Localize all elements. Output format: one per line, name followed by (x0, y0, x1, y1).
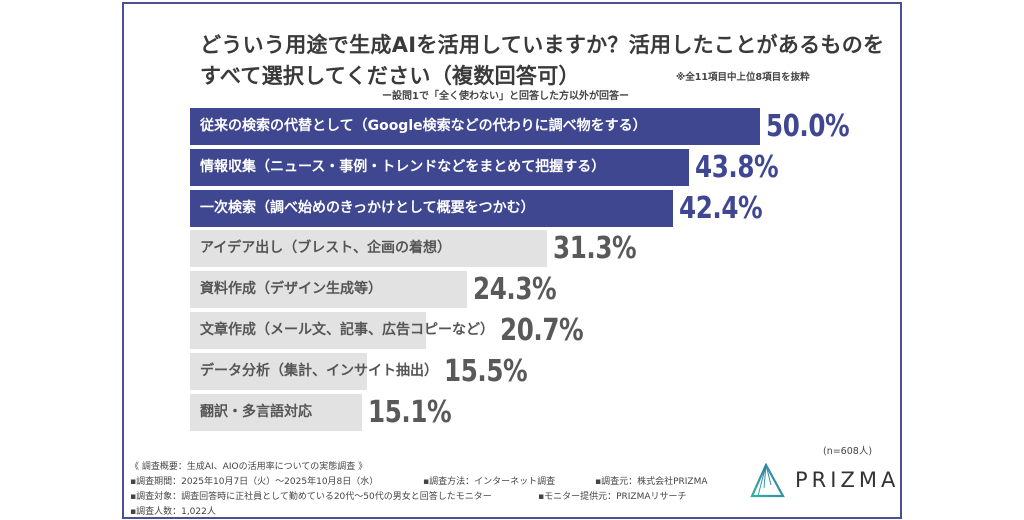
footer-overview: 《 調査概要：生成AI、AIOの活用率についての実態調査 》 (130, 462, 368, 472)
footer-method: ▪調査方法：インターネット調査 (423, 477, 556, 487)
bar-label: 文章作成（メール文、記事、広告コピーなど） (200, 322, 494, 338)
chart-frame (122, 2, 902, 519)
bar-label: 情報収集（ニュース・事例・トレンドなどをまとめて把握する） (200, 158, 606, 175)
bar-label: データ分析（集計、インサイト抽出） (200, 362, 438, 379)
bar (190, 271, 468, 309)
sample-size: (n=608人) (823, 446, 873, 457)
bar-label: アイデア出し（ブレスト、企画の着想） (200, 240, 452, 257)
prism-icon (750, 462, 785, 498)
bar (190, 189, 674, 227)
footer-respondents: ▪調査人数：1,022人 (130, 507, 216, 517)
value-label: 24.3% (473, 272, 557, 308)
value-label: 42.4% (679, 190, 763, 226)
bar (190, 148, 690, 186)
chart-subtitle: ー設問1で「全く使わない」と回答した方以外が回答ー (382, 91, 629, 102)
bar-label: 従来の検索の代替として（Google検索などの代わりに調べ物をする） (200, 118, 647, 134)
bar (190, 352, 367, 390)
footer-target: ▪調査対象：調査回答時に正社員として勤めている20代～50代の男女と回答したモニ… (130, 492, 492, 502)
chart-title-line2: すべて選択してください（複数回答可） (200, 64, 580, 88)
prizma-logo: PRIZMA (750, 462, 895, 499)
chart-title-line1: どういう用途で生成AIを活用していますか？活用したことがあるものを (200, 33, 885, 57)
bar (190, 230, 547, 268)
footer-provider: ▪モニター提供元：PRIZMAリサーチ (538, 492, 687, 502)
footer-period: ▪調査期間：2025年10月7日（火）～2025年10月8日（水） (130, 477, 379, 487)
value-label: 15.1% (368, 394, 452, 430)
value-label: 43.8% (695, 149, 779, 185)
bar-label: 翻訳・多言語対応 (200, 403, 312, 420)
value-label: 20.7% (500, 313, 584, 348)
value-label: 50.0% (766, 109, 850, 144)
bar (190, 312, 426, 349)
logo-text: PRIZMA (795, 468, 900, 492)
value-label: 15.5% (444, 353, 528, 389)
bar (190, 108, 760, 145)
bar-chart: 従来の検索の代替として（Google検索などの代わりに調べ物をする） 50.0% 情… (190, 108, 890, 438)
bar-label: 資料作成（デザイン生成等） (200, 281, 382, 298)
bar (190, 393, 363, 431)
footer-organizer: ▪調査元：株式会社PRIZMA (595, 477, 708, 487)
excerpt-note: ※全11項目中上位8項目を抜粋 (676, 72, 810, 83)
value-label: 31.3% (553, 231, 637, 267)
bar-label: 一次検索（調べ始めのきっかけとして概要をつかむ） (200, 199, 535, 216)
